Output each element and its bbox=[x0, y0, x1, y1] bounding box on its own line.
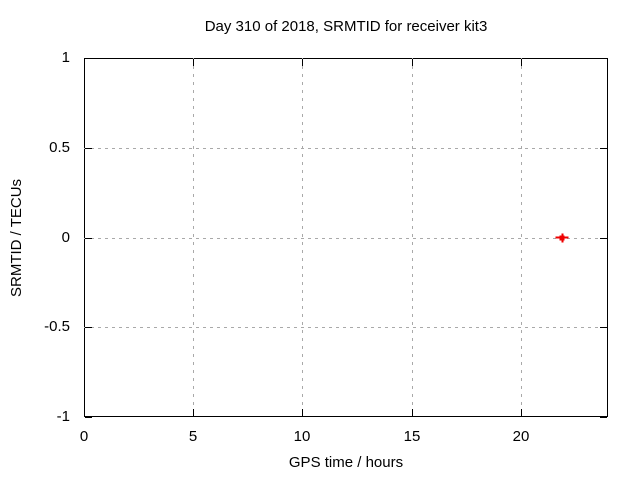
plot-area bbox=[84, 58, 608, 417]
marker-core bbox=[559, 235, 565, 240]
x-tick-mark-top bbox=[521, 59, 522, 66]
y-tick-label: 0 bbox=[61, 229, 70, 246]
y-tick-mark-left bbox=[85, 327, 92, 328]
y-gridline bbox=[84, 327, 608, 328]
y-tick-mark-left bbox=[85, 148, 92, 149]
x-tick-label: 5 bbox=[188, 428, 198, 445]
y-tick-label: -1 bbox=[56, 408, 70, 425]
x-tick-mark-bottom bbox=[193, 409, 194, 416]
y-tick-label: 0.5 bbox=[49, 139, 70, 156]
x-tick-label: 10 bbox=[293, 428, 311, 445]
y-gridline bbox=[84, 238, 608, 239]
y-tick-mark-left bbox=[85, 58, 92, 59]
x-tick-mark-top bbox=[302, 59, 303, 66]
y-tick-label: -0.5 bbox=[44, 318, 70, 335]
x-tick-mark-bottom bbox=[521, 409, 522, 416]
x-gridline bbox=[521, 58, 522, 417]
chart-title: Day 310 of 2018, SRMTID for receiver kit… bbox=[204, 18, 488, 35]
y-tick-label: 1 bbox=[61, 49, 70, 66]
x-tick-mark-bottom bbox=[412, 409, 413, 416]
y-tick-mark-right bbox=[600, 327, 607, 328]
x-gridline bbox=[302, 58, 303, 417]
x-tick-mark-bottom bbox=[84, 409, 85, 416]
x-gridline bbox=[412, 58, 413, 417]
y-tick-mark-left bbox=[85, 417, 92, 418]
data-point-marker bbox=[555, 233, 569, 242]
y-tick-mark-right bbox=[600, 148, 607, 149]
x-tick-label: 20 bbox=[512, 428, 530, 445]
x-gridline bbox=[193, 58, 194, 417]
y-tick-mark-right bbox=[600, 417, 607, 418]
x-tick-label: 15 bbox=[403, 428, 421, 445]
y-tick-mark-right bbox=[600, 58, 607, 59]
y-gridline bbox=[84, 148, 608, 149]
x-tick-mark-top bbox=[84, 59, 85, 66]
y-tick-mark-right bbox=[600, 238, 607, 239]
x-tick-mark-top bbox=[412, 59, 413, 66]
y-tick-mark-left bbox=[85, 238, 92, 239]
x-tick-mark-top bbox=[193, 59, 194, 66]
x-axis-label: GPS time / hours bbox=[288, 454, 404, 471]
x-tick-label: 0 bbox=[79, 428, 89, 445]
x-tick-mark-bottom bbox=[302, 409, 303, 416]
